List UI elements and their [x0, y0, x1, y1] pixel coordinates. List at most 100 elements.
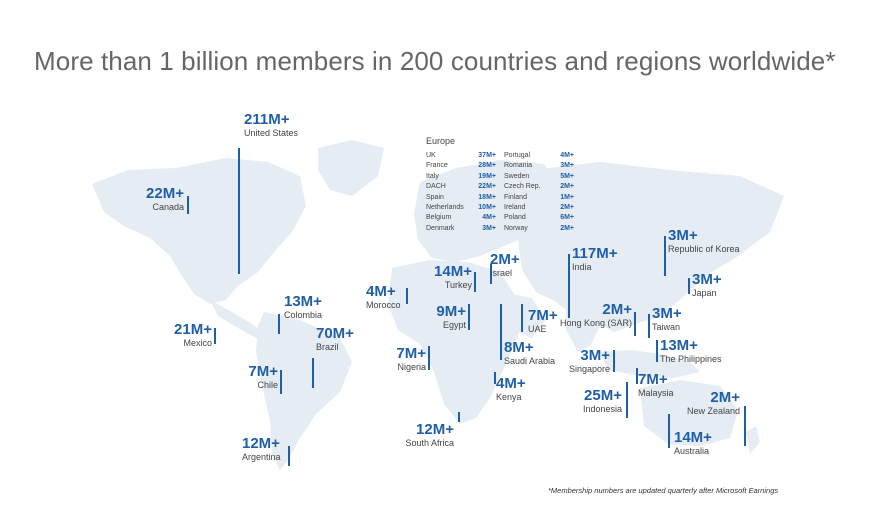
- region-name: Argentina: [242, 452, 281, 462]
- region-name: Singapore: [568, 364, 610, 374]
- region-republic-of-korea: 3M+ Republic of Korea: [668, 228, 740, 255]
- member-count: 2M+: [560, 183, 574, 191]
- leader-line: [406, 288, 408, 304]
- region-name: Saudi Arabia: [504, 356, 556, 366]
- member-count: 7M+: [396, 345, 426, 362]
- country-name: Belgium: [426, 214, 452, 222]
- region-indonesia: 25M+ Indonesia: [570, 388, 622, 415]
- leader-line: [568, 254, 570, 318]
- member-count: 70M+: [316, 325, 354, 342]
- leader-line: [688, 278, 690, 294]
- region-name: Taiwan: [652, 322, 681, 332]
- australia-shape: [640, 380, 738, 446]
- region-mexico: 21M+ Mexico: [150, 322, 212, 349]
- country-name: Italy: [426, 172, 439, 180]
- leader-line: [613, 350, 615, 372]
- europe-row: Denmark 3M+: [426, 224, 496, 234]
- region-name: Colombia: [284, 310, 323, 320]
- region-malaysia: 7M+ Malaysia: [638, 372, 674, 399]
- new-zealand-shape: [746, 426, 760, 454]
- region-name: Turkey: [444, 280, 472, 290]
- europe-row: Spain 18M+: [426, 193, 496, 203]
- leader-line: [500, 304, 502, 360]
- member-count: 22M+: [146, 185, 184, 202]
- region-name: United States: [244, 128, 299, 138]
- europe-row: Netherlands 10M+: [426, 203, 496, 213]
- member-count: 12M+: [416, 421, 454, 438]
- region-colombia: 13M+ Colombia: [284, 294, 322, 321]
- country-name: Netherlands: [426, 204, 464, 212]
- leader-line: [521, 304, 523, 332]
- member-count: 3M+: [580, 347, 610, 364]
- region-taiwan: 3M+ Taiwan: [652, 306, 682, 333]
- member-count: 2M+: [560, 224, 574, 232]
- europe-row: Italy 19M+: [426, 172, 496, 182]
- leader-line: [634, 312, 636, 336]
- member-count: 1M+: [560, 193, 574, 201]
- leader-line: [664, 236, 666, 276]
- footnote: *Membership numbers are updated quarterl…: [548, 486, 779, 495]
- member-count: 13M+: [284, 293, 322, 310]
- country-name: Sweden: [504, 172, 530, 180]
- region-name: India: [572, 262, 592, 272]
- member-count: 117M+: [572, 245, 618, 262]
- region-name: Chile: [257, 380, 278, 390]
- region-saudi-arabia: 8M+ Saudi Arabia: [504, 340, 555, 367]
- region-name: New Zealand: [686, 406, 740, 416]
- europe-row: Romania 3M+: [504, 161, 574, 171]
- leader-line: [468, 304, 470, 330]
- leader-line: [312, 358, 314, 388]
- member-count: 14M+: [434, 263, 472, 280]
- member-count: 13M+: [660, 337, 698, 354]
- leader-line: [490, 264, 492, 284]
- region-name: Indonesia: [582, 404, 622, 414]
- page-title: More than 1 billion members in 200 count…: [34, 46, 836, 76]
- region-name: Brazil: [316, 342, 339, 352]
- leader-line: [288, 446, 290, 466]
- region-name: The Philippines: [660, 354, 722, 364]
- africa-shape: [388, 260, 518, 424]
- country-name: France: [426, 162, 448, 170]
- region-name: Morocco: [366, 300, 401, 310]
- region-brazil: 70M+ Brazil: [316, 326, 354, 353]
- member-count: 3M+: [692, 271, 722, 288]
- leader-line: [428, 346, 430, 370]
- region-morocco: 4M+ Morocco: [366, 284, 401, 311]
- region-chile: 7M+ Chile: [228, 364, 278, 391]
- member-count: 10M+: [478, 204, 496, 212]
- region-united-states: 211M+ United States: [244, 112, 298, 139]
- region-hong-kong: 2M+ Hong Kong (SAR): [556, 302, 632, 329]
- region-nigeria: 7M+ Nigeria: [382, 346, 426, 373]
- india-shape: [566, 296, 602, 352]
- leader-line: [280, 370, 282, 394]
- country-name: UK: [426, 152, 436, 159]
- member-count: 14M+: [674, 429, 712, 446]
- region-name: Egypt: [442, 320, 466, 330]
- leader-line: [668, 414, 670, 448]
- europe-row: Czech Rep. 2M+: [504, 182, 574, 192]
- region-israel: 2M+ Israel: [490, 252, 520, 279]
- region-uae: 7M+ UAE: [528, 308, 558, 335]
- region-name: South Africa: [405, 438, 454, 448]
- leader-line: [626, 382, 628, 418]
- member-count: 4M+: [482, 214, 496, 222]
- country-name: Czech Rep.: [504, 183, 541, 191]
- europe-column-right: Portugal 4M+ Romania 3M+ Sweden 5M+ Czech R…: [504, 151, 574, 234]
- europe-row: Finland 1M+: [504, 193, 574, 203]
- europe-row: Norway 2M+: [504, 224, 574, 234]
- leader-line: [656, 340, 658, 362]
- region-name: Japan: [692, 288, 717, 298]
- europe-title: Europe: [426, 136, 456, 146]
- region-name: Australia: [674, 446, 710, 456]
- europe-row: Ireland 2M+: [504, 203, 574, 213]
- region-name: Kenya: [496, 392, 522, 402]
- region-name: Israel: [490, 268, 513, 278]
- greenland-shape: [318, 140, 384, 196]
- arabia-shape: [500, 292, 546, 338]
- europe-row: Poland 6M+: [504, 213, 574, 223]
- region-argentina: 12M+ Argentina: [242, 436, 281, 463]
- member-count: 3M+: [652, 305, 682, 322]
- member-count: 6M+: [560, 214, 574, 222]
- europe-row: DACH 22M+: [426, 182, 496, 192]
- leader-line: [648, 314, 650, 338]
